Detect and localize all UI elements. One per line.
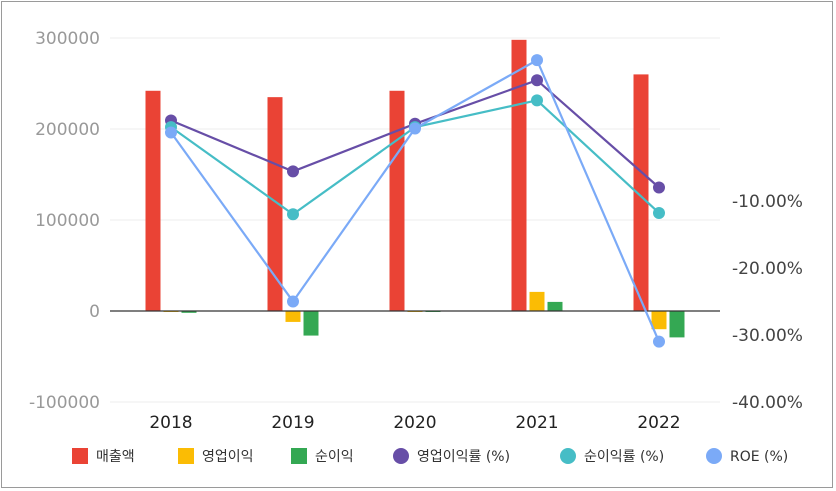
point-2-2022 bbox=[653, 206, 665, 219]
bar-1-2021 bbox=[511, 39, 527, 311]
x-tick-label: 2020 bbox=[393, 413, 436, 433]
bar-2-2019 bbox=[285, 311, 301, 322]
right-axis-ticks: -10.00% -20.00% -30.00% -40.00% bbox=[732, 192, 803, 413]
legend-label: 영업이익률 (%) bbox=[417, 449, 510, 465]
legend-label: 매출액 bbox=[96, 449, 135, 465]
legend-swatch bbox=[291, 448, 307, 464]
bar-3-2021 bbox=[547, 301, 563, 311]
legend-label: 영업이익 bbox=[202, 449, 254, 465]
legend-swatch bbox=[706, 448, 722, 464]
legend-swatch bbox=[560, 448, 576, 464]
x-axis-ticks: 2018 2019 2020 2021 2022 bbox=[149, 413, 680, 433]
left-tick-label: 200000 bbox=[35, 120, 100, 140]
left-axis-ticks: 300000 200000 100000 0 -100000 bbox=[29, 29, 100, 413]
bar-3-2018 bbox=[181, 311, 197, 313]
x-tick-label: 2021 bbox=[515, 413, 558, 433]
bar-1-2022 bbox=[633, 74, 649, 312]
gridlines bbox=[110, 37, 720, 403]
line-series bbox=[165, 54, 665, 348]
left-tick-label: 300000 bbox=[35, 29, 100, 49]
left-tick-label: 0 bbox=[89, 302, 100, 322]
bar-3-2019 bbox=[303, 311, 319, 336]
legend-label: ROE (%) bbox=[730, 449, 788, 465]
right-tick-label: -30.00% bbox=[732, 326, 803, 346]
point-3-2022 bbox=[653, 335, 665, 348]
legend-swatch bbox=[178, 448, 194, 464]
point-3-2019 bbox=[287, 295, 299, 308]
bar-2-2021 bbox=[529, 291, 545, 311]
point-1-2021 bbox=[531, 74, 543, 87]
point-3-2021 bbox=[531, 54, 543, 67]
left-tick-label: -100000 bbox=[29, 393, 100, 413]
bar-1-2018 bbox=[145, 90, 161, 311]
x-tick-label: 2022 bbox=[637, 413, 680, 433]
x-tick-label: 2018 bbox=[149, 413, 192, 433]
point-2-2019 bbox=[287, 208, 299, 221]
point-1-2022 bbox=[653, 181, 665, 194]
line-series-3 bbox=[170, 58, 661, 343]
legend-label: 순이익률 (%) bbox=[584, 449, 664, 465]
bar-1-2019 bbox=[267, 97, 283, 312]
right-tick-label: -20.00% bbox=[732, 259, 803, 279]
bar-3-2022 bbox=[669, 311, 685, 338]
bar-2-2022 bbox=[651, 311, 667, 330]
right-tick-label: -10.00% bbox=[732, 192, 803, 212]
x-tick-label: 2019 bbox=[271, 413, 314, 433]
bar-1-2020 bbox=[389, 90, 405, 311]
legend: 매출액 영업이익 순이익 영업이익률 (%) 순이익률 (%) ROE (%) bbox=[72, 448, 788, 465]
point-1-2019 bbox=[287, 165, 299, 178]
point-3-2020 bbox=[409, 122, 421, 135]
legend-label: 순이익 bbox=[315, 449, 354, 465]
point-2-2021 bbox=[531, 94, 543, 107]
legend-swatch bbox=[393, 448, 409, 464]
point-3-2018 bbox=[165, 126, 177, 139]
right-tick-label: -40.00% bbox=[732, 393, 803, 413]
bars bbox=[145, 39, 685, 338]
line-series-2 bbox=[170, 99, 660, 216]
left-tick-label: 100000 bbox=[35, 211, 100, 231]
legend-swatch bbox=[72, 448, 88, 464]
